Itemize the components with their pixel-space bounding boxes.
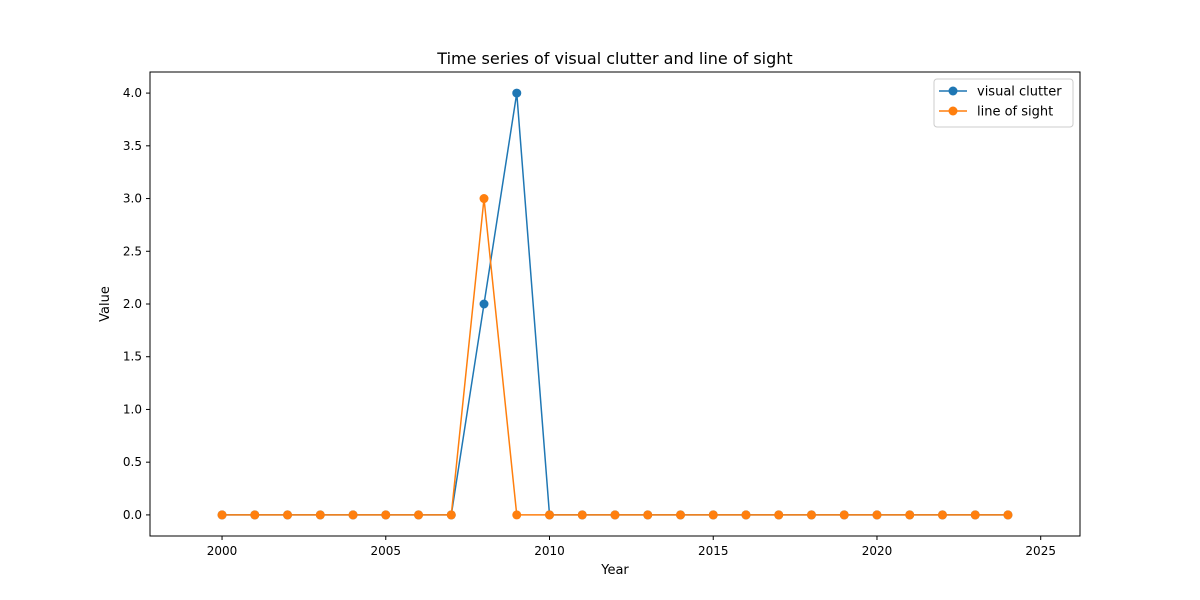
data-point	[741, 510, 751, 520]
y-tick-label: 2.0	[123, 297, 142, 311]
legend-entry: line of sight	[939, 105, 1053, 120]
data-point	[970, 510, 980, 520]
y-axis-label: Value	[98, 286, 113, 322]
y-tick-label: 1.5	[123, 350, 142, 364]
legend-label: line of sight	[977, 105, 1053, 120]
data-point	[283, 510, 293, 520]
data-point	[708, 510, 718, 520]
legend-box	[933, 78, 1074, 128]
y-tick-label: 0.5	[123, 455, 142, 469]
y-tick-label: 3.5	[123, 139, 142, 153]
x-tick-label: 2015	[698, 544, 729, 558]
data-point	[905, 510, 915, 520]
data-point	[512, 88, 522, 98]
x-tick-label: 2025	[1025, 544, 1056, 558]
x-tick-label: 2000	[207, 544, 238, 558]
data-point	[217, 510, 227, 520]
data-point	[839, 510, 849, 520]
legend: visual clutter line of sight	[933, 78, 1074, 128]
data-point	[348, 510, 358, 520]
data-point	[806, 510, 816, 520]
data-point	[414, 510, 424, 520]
chart-title: Time series of visual clutter and line o…	[436, 49, 792, 68]
data-point	[545, 510, 555, 520]
data-point	[675, 510, 685, 520]
data-point	[937, 510, 947, 520]
series-line-of-sight	[217, 194, 1013, 520]
data-point	[250, 510, 260, 520]
legend-marker	[948, 86, 958, 96]
data-point	[643, 510, 653, 520]
legend-entry: visual clutter	[939, 85, 1062, 100]
x-tick-label: 2020	[862, 544, 893, 558]
data-point	[446, 510, 456, 520]
x-tick-label: 2005	[371, 544, 402, 558]
legend-label: visual clutter	[977, 85, 1062, 100]
data-point	[610, 510, 620, 520]
x-axis-label: Year	[600, 563, 629, 578]
y-tick-label: 2.5	[123, 244, 142, 258]
data-point	[381, 510, 391, 520]
data-point	[315, 510, 325, 520]
data-point	[479, 194, 489, 204]
y-tick-label: 1.0	[123, 402, 142, 416]
plot-frame	[149, 71, 1081, 537]
x-tick-label: 2010	[534, 544, 565, 558]
series-layer	[217, 88, 1013, 520]
data-point	[872, 510, 882, 520]
y-tick-label: 0.0	[123, 508, 142, 522]
data-point	[479, 299, 489, 309]
y-tick-label: 4.0	[123, 86, 142, 100]
legend-marker	[948, 106, 958, 116]
x-axis: 2000 2005 2010 2015 2020 2025	[207, 536, 1056, 558]
y-tick-label: 3.0	[123, 192, 142, 206]
data-point	[577, 510, 587, 520]
data-point	[512, 510, 522, 520]
y-axis: 0.0 0.5 1.0 1.5 2.0 2.5 3.0 3.5 4.0	[123, 86, 150, 522]
data-point	[774, 510, 784, 520]
data-point	[1003, 510, 1013, 520]
